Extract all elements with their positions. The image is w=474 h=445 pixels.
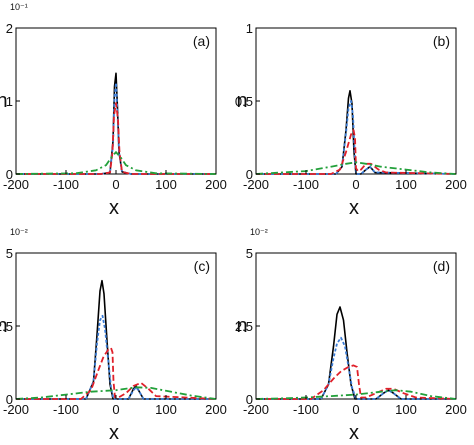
y-axis-label: n	[0, 90, 8, 112]
panel-label: (a)	[193, 33, 210, 49]
y-tick-label: 2.5	[0, 319, 13, 334]
y-multiplier: 10⁻¹	[10, 2, 28, 12]
series-line-4	[255, 161, 457, 175]
x-tick-label: -100	[293, 177, 319, 192]
y-tick-label: 2	[6, 21, 13, 36]
series-line-1	[256, 306, 456, 400]
panel-label: (d)	[433, 258, 450, 274]
x-tick-label: -100	[293, 402, 319, 417]
y-multiplier: 10⁻²	[10, 227, 28, 237]
panel-label: (b)	[433, 33, 450, 49]
x-tick-label: -200	[243, 177, 269, 192]
series-line-1	[16, 72, 216, 175]
x-tick-label: -200	[3, 177, 29, 192]
x-tick-label: -200	[243, 402, 269, 417]
x-tick-label: -100	[53, 177, 79, 192]
x-axis-label: x	[109, 422, 119, 444]
x-tick-label: 0	[112, 177, 119, 192]
y-tick-label: 5	[6, 246, 13, 261]
y-tick-label: 1	[6, 94, 13, 109]
x-tick-label: -200	[3, 402, 29, 417]
x-tick-label: 100	[155, 177, 177, 192]
x-tick-label: 200	[445, 177, 467, 192]
x-tick-label: 100	[155, 402, 177, 417]
series-line-4	[255, 389, 457, 400]
x-tick-label: 100	[395, 402, 417, 417]
x-tick-label: 0	[112, 402, 119, 417]
x-axis-label: x	[349, 422, 359, 444]
y-multiplier: 10⁻²	[250, 227, 268, 237]
series-line-4	[15, 386, 217, 400]
y-axis-label: n	[0, 315, 8, 337]
y-tick-label: 2.5	[235, 319, 253, 334]
y-tick-label: 0	[246, 167, 253, 182]
series-line-2	[16, 314, 216, 400]
x-tick-label: 0	[352, 177, 359, 192]
chart-panel-d: -200 -100 0 100 200 0 2.5 5 10⁻² x n (d)	[235, 227, 467, 444]
y-tick-label: 1	[246, 21, 253, 36]
x-axis-label: x	[109, 197, 119, 219]
x-tick-label: -100	[53, 402, 79, 417]
x-tick-label: 200	[205, 177, 227, 192]
y-tick-label: 0	[246, 392, 253, 407]
y-tick-label: 0	[6, 392, 13, 407]
series-line-2	[16, 81, 216, 175]
series-line-3	[16, 347, 217, 400]
series-line-1	[16, 279, 216, 400]
y-tick-label: 0	[6, 167, 13, 182]
plot-frame	[255, 252, 457, 400]
plot-frame	[15, 252, 217, 400]
chart-panel-c: -200 -100 0 100 200 0 2.5 5 10⁻² x n (c)	[0, 227, 227, 444]
x-axis-label: x	[349, 197, 359, 219]
x-tick-label: 200	[445, 402, 467, 417]
chart-panel-a: -200 -100 0 100 200 0 1 2 10⁻¹ x n (a)	[0, 2, 227, 219]
x-tick-label: 100	[395, 177, 417, 192]
series-line-3	[256, 129, 457, 175]
series-line-4	[15, 151, 217, 175]
x-tick-label: 0	[352, 402, 359, 417]
chart-panel-b: -200 -100 0 100 200 0 0.5 1 x n (b)	[235, 21, 467, 219]
y-tick-label: 0.5	[235, 94, 253, 109]
y-axis-label: n	[236, 90, 247, 112]
series-line-2	[256, 336, 456, 400]
y-tick-label: 5	[246, 246, 253, 261]
y-axis-label: n	[236, 315, 247, 337]
x-tick-label: 200	[205, 402, 227, 417]
series-line-3	[16, 102, 216, 175]
panel-label: (c)	[194, 258, 210, 274]
